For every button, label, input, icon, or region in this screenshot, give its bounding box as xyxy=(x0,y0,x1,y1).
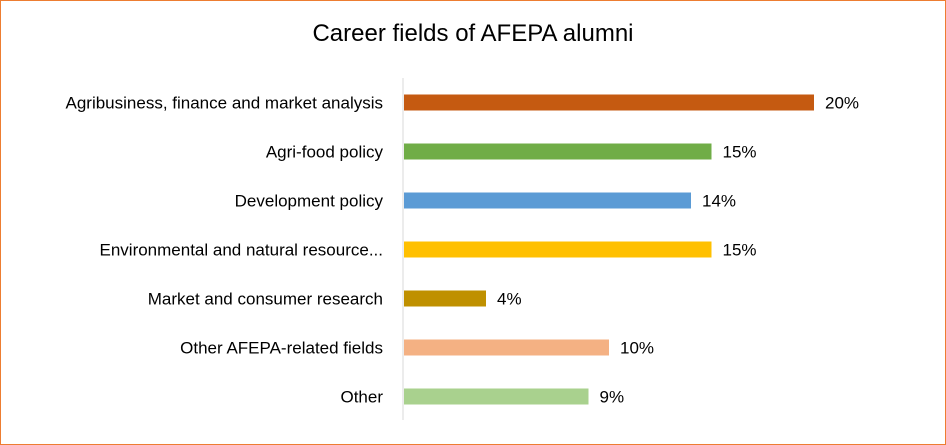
category-label: Development policy xyxy=(235,192,384,211)
chart-title: Career fields of AFEPA alumni xyxy=(312,20,634,47)
data-label: 15% xyxy=(723,143,757,162)
category-label: Environmental and natural resource... xyxy=(100,241,384,260)
bar xyxy=(404,241,712,258)
data-label: 14% xyxy=(702,192,736,211)
bar xyxy=(404,339,609,356)
category-label: Agribusiness, finance and market analysi… xyxy=(66,94,384,113)
category-label: Other AFEPA-related fields xyxy=(180,339,383,358)
category-label: Market and consumer research xyxy=(148,290,383,309)
data-label: 4% xyxy=(497,290,522,309)
data-label: 9% xyxy=(600,388,625,407)
data-label: 10% xyxy=(620,339,654,358)
data-label: 20% xyxy=(825,94,859,113)
bar xyxy=(404,290,486,307)
bar xyxy=(404,143,712,160)
category-label: Other xyxy=(340,388,383,407)
data-label: 15% xyxy=(723,241,757,260)
bar xyxy=(404,388,589,405)
category-label: Agri-food policy xyxy=(266,143,384,162)
bar xyxy=(404,192,691,209)
bar xyxy=(404,94,814,111)
